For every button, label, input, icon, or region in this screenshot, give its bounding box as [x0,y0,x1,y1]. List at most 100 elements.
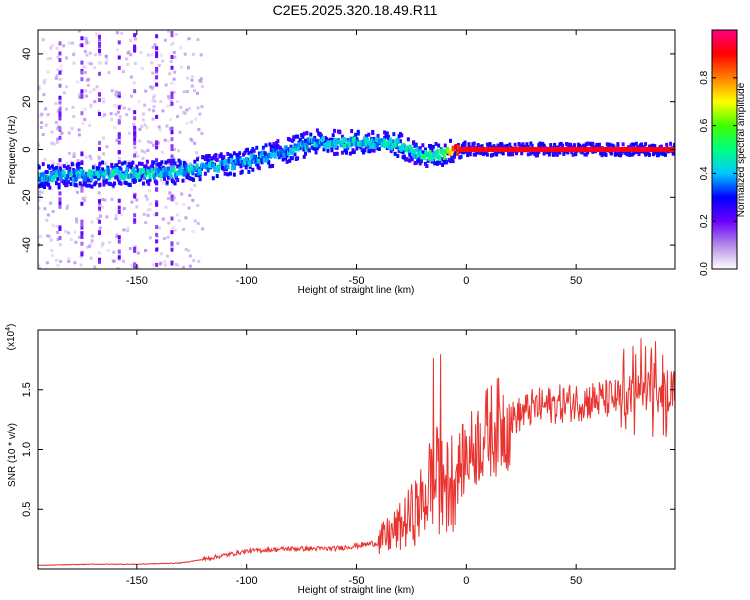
spectrogram-noise-cell [170,100,174,104]
spectrogram-noise-cell [90,220,94,224]
spectrogram-halo-cell [412,141,416,146]
spectrogram-halo-cell [251,167,255,172]
spectrogram-streak-cell [98,219,102,224]
spectrogram-noise-cell [97,155,101,159]
spectrogram-ridge-cell [185,168,189,174]
spectrogram-halo-cell [408,152,412,157]
spectrogram-streak-cell [155,232,159,237]
spectrogram-noise-cell [45,218,49,222]
spectrogram-noise-cell [89,157,93,161]
spectrogram-ridge-cell [319,141,323,147]
spectrogram-noise-cell [46,234,50,238]
spectrogram-noise-cell [148,208,152,212]
spectrogram-noise-cell [195,151,199,155]
spectrogram-halo-cell [421,143,425,148]
spectrogram-noise-cell [196,155,200,159]
spectrogram-noise-cell [122,70,126,74]
spectrogram-streak-cell [80,77,84,82]
spectrogram-ridge-cell [111,172,115,178]
spectrogram-noise-cell [190,84,194,88]
spectrogram-streak-cell [170,126,174,131]
spectrogram-ridge-cell [400,146,404,152]
spectrogram-noise-cell [151,143,155,147]
spectrogram-halo-cell [566,150,570,155]
spectrogram-noise-cell [187,163,191,167]
spectrogram-noise-cell [41,38,45,42]
snr-y-tick-label: 0.5 [21,502,33,517]
spectrogram-halo-cell [267,160,271,165]
spectrogram-noise-cell [43,78,47,82]
spectrogram-noise-cell [118,115,122,119]
spectrogram-halo-cell [313,146,317,151]
spectrogram-halo-cell [144,164,148,169]
spectrogram-streak-cell [58,111,62,116]
spectrogram-noise-cell [187,107,191,111]
spectrogram-halo-cell [434,141,438,146]
spectrogram-noise-cell [72,52,76,56]
spectrogram-ridge-cell [436,148,440,154]
spectrogram-halo-cell [333,151,337,156]
spectrogram-streak-cell [98,140,102,145]
spectrogram-halo-cell [264,143,268,148]
spectrogram-noise-cell [43,157,47,161]
spectrogram-noise-cell [163,260,167,264]
spectrogram-noise-cell [99,61,103,65]
spectrogram-noise-cell [182,227,186,231]
spectrogram-halo-cell [418,146,422,151]
spectrogram-noise-cell [144,249,148,253]
spectrogram-halo-cell [260,160,264,165]
spectrogram-noise-cell [128,131,132,135]
spectrogram-halo-cell [466,153,470,158]
spectrogram-noise-cell [64,107,68,111]
spectrogram-halo-cell [54,181,58,186]
spectrogram-halo-cell [586,141,590,146]
spectrogram-noise-cell [98,214,102,218]
spectrogram-noise-cell [172,155,176,159]
spectrogram-ridge-cell [124,171,128,177]
spectrogram-halo-cell [314,139,318,144]
spectrogram-streak-cell [80,201,84,206]
spectrogram-noise-cell [148,236,152,240]
spectrogram-halo-cell [433,161,437,166]
spectrogram-halo-cell [50,164,54,169]
spectrogram-noise-cell [75,220,79,224]
spectrogram-halo-cell [354,132,358,137]
spectrogram-noise-cell [199,53,203,57]
spectrogram-streak-cell [98,206,102,211]
spectrogram-noise-cell [42,93,46,97]
spectrogram-streak-cell [133,89,137,94]
spectrogram-halo-cell [194,173,198,178]
spectrogram-streak-cell [117,91,121,96]
spectrogram-noise-cell [39,125,43,129]
spectrogram-streak-cell [117,40,121,45]
spectrogram-halo-cell [443,143,447,148]
spectrogram-ridge-cell [292,146,296,152]
spectrogram-noise-cell [122,207,126,211]
spectrogram-noise-cell [84,155,88,159]
spectrogram-noise-cell [102,97,106,101]
spectrogram-halo-cell [156,162,160,167]
spectrogram-halo-cell [159,166,163,171]
spectrogram-noise-cell [144,89,148,93]
spectrogram-halo-cell [273,143,277,148]
spectrogram-halo-cell [376,133,380,138]
spectrogram-ridge-cell [160,170,164,176]
spectrogram-halo-cell [462,150,466,155]
colorbar-tick-label: 0.4 [699,166,710,180]
spectrogram-ridge-cell [349,136,353,142]
spectrogram-streak-cell [155,114,159,119]
spectrogram-streak-cell [170,194,174,199]
spectrogram-noise-cell [135,198,139,202]
spectrogram-ridge-cell [271,148,275,154]
spectrogram-halo-cell [549,143,553,148]
spectrogram-noise-cell [73,152,77,156]
spectrogram-halo-cell [77,162,81,167]
spectrogram-ridge-cell [302,146,306,152]
spectrogram-streak-cell [133,218,137,223]
spectrogram-ridge-cell [365,137,369,143]
spectrogram-ridge-cell [117,169,121,175]
spectrogram-streak-cell [155,239,159,244]
spectrogram-noise-cell [130,200,134,204]
spectrogram-ridge-cell [248,161,252,167]
spectrogram-halo-cell [231,160,235,165]
